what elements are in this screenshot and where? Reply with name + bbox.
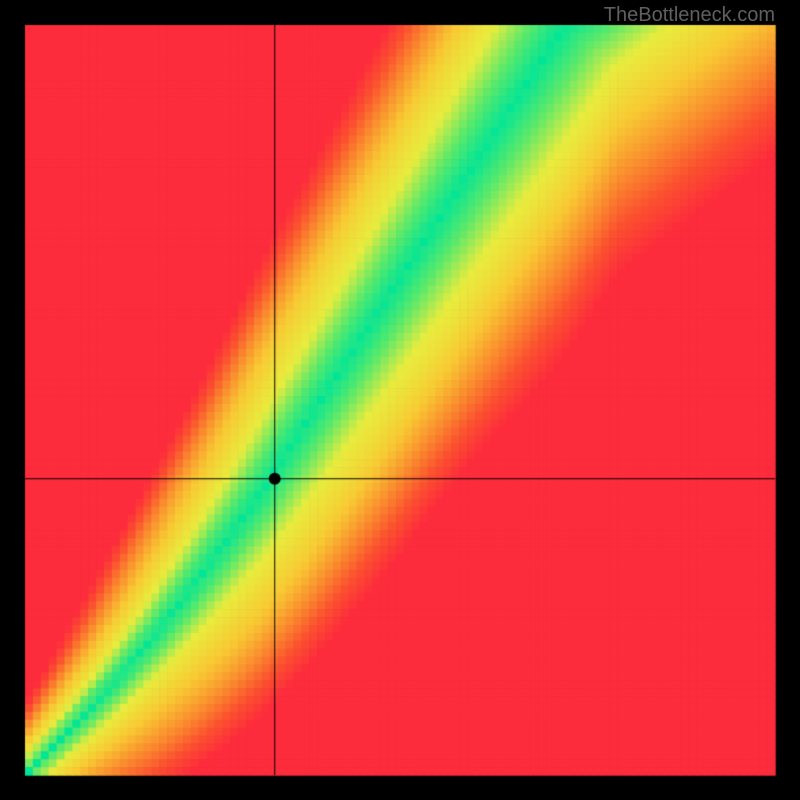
bottleneck-heatmap [0,0,800,800]
attribution-text: TheBottleneck.com [604,4,775,27]
chart-container: TheBottleneck.com [0,0,800,800]
